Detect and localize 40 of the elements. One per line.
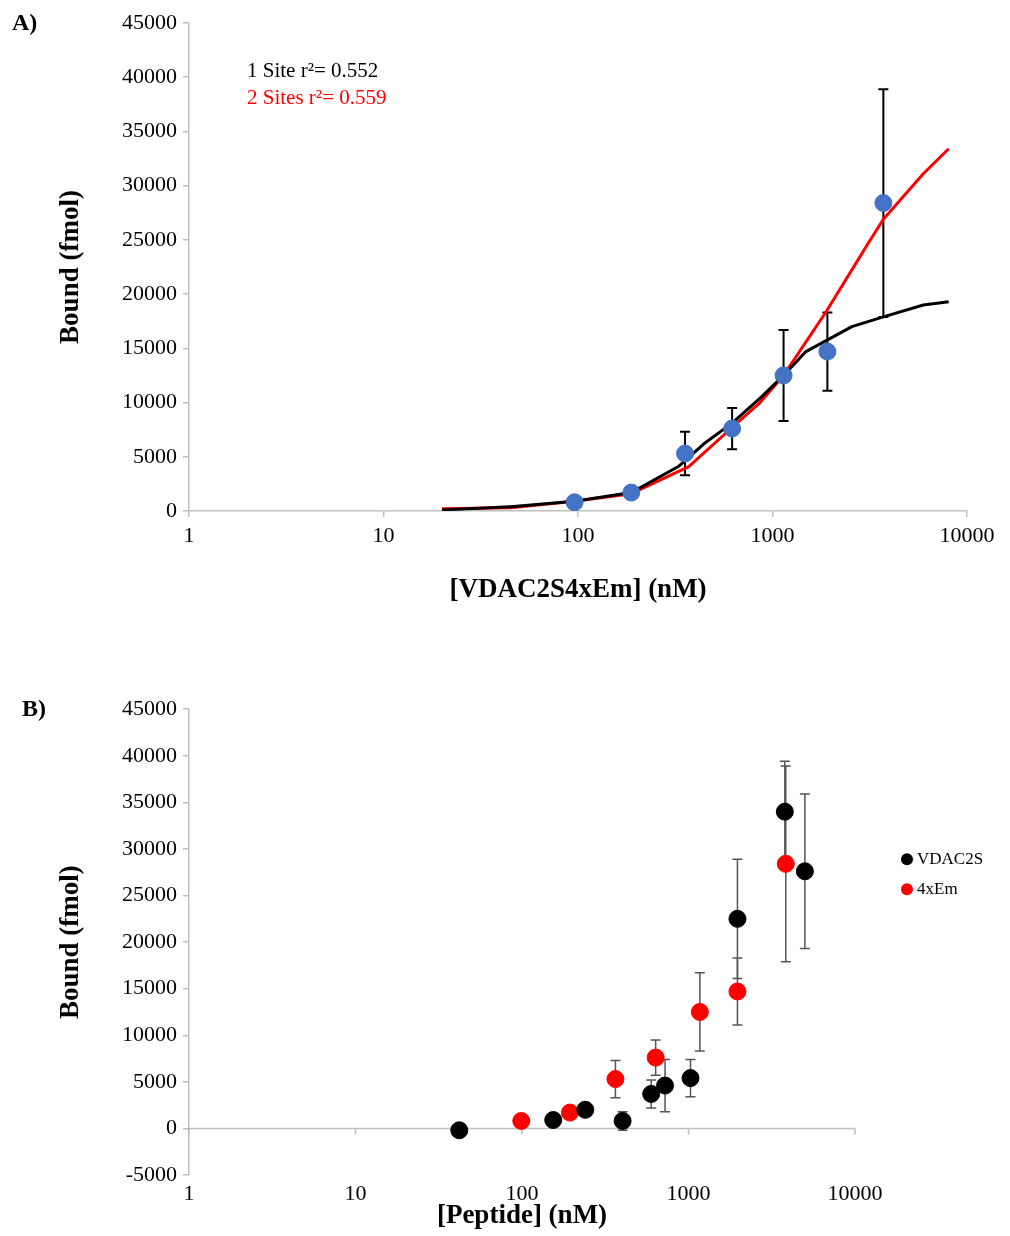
y-tick-label: 25000 <box>122 881 177 907</box>
y-tick-label: 30000 <box>122 834 177 860</box>
y-tick-label: 35000 <box>122 788 177 814</box>
y-tick-label: 5000 <box>133 1067 177 1093</box>
legend-label: 4xEm <box>917 878 958 898</box>
y-tick-label: 45000 <box>122 8 177 34</box>
y-tick-label: 15000 <box>122 974 177 1000</box>
y-axis-title: Bound (fmol) <box>54 190 85 344</box>
x-tick-label: 100 <box>561 521 595 547</box>
text: 1 Site r²= 0.552 <box>247 57 379 82</box>
y-tick-label: 10000 <box>122 1021 177 1047</box>
x-tick-label: 10000 <box>827 1179 883 1205</box>
y-tick-label: 35000 <box>122 117 177 143</box>
y-tick-label: 10000 <box>122 388 177 414</box>
y-tick-label: 5000 <box>133 442 177 468</box>
y-tick-label: 40000 <box>122 741 177 767</box>
y-tick-label: 40000 <box>122 63 177 88</box>
x-tick-label: 10 <box>344 1179 367 1205</box>
y-tick-label: 45000 <box>122 694 177 720</box>
x-tick-label: 1 <box>183 1179 195 1205</box>
y-tick-label: -5000 <box>125 1160 177 1186</box>
y-tick-label: 25000 <box>122 225 177 251</box>
y-tick-label: 20000 <box>122 279 177 305</box>
x-tick-label: 10000 <box>939 521 995 547</box>
chart-title: B) <box>22 695 46 722</box>
y-tick-label: 0 <box>166 1114 177 1140</box>
chart-title: A) <box>12 9 38 36</box>
x-tick-label: 1000 <box>750 521 795 547</box>
text: 2 Sites r²= 0.559 <box>247 84 387 109</box>
x-tick-label: 10 <box>372 521 395 547</box>
y-axis-title: Bound (fmol) <box>54 865 85 1019</box>
x-tick-label: 100 <box>505 1179 539 1205</box>
x-tick-label: 1000 <box>666 1179 711 1205</box>
y-tick-label: 20000 <box>122 927 177 953</box>
y-tick-label: 30000 <box>122 171 177 197</box>
y-tick-label: 0 <box>166 496 177 522</box>
y-tick-label: 15000 <box>122 334 177 360</box>
legend-label: VDAC2S <box>917 848 984 868</box>
x-tick-label: 1 <box>183 521 195 547</box>
x-axis-title: [VDAC2S4xEm] (nM) <box>449 572 707 603</box>
